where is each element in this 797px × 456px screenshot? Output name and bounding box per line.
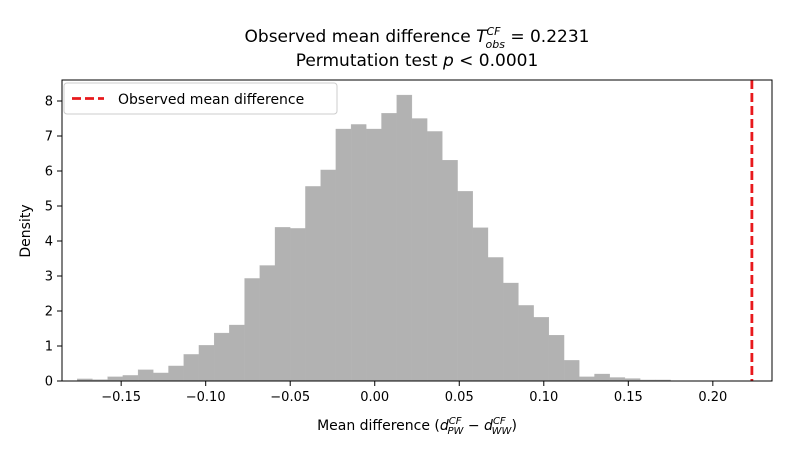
y-tick-label: 5 <box>45 200 53 215</box>
histogram-bar <box>274 227 291 382</box>
histogram-bar <box>107 376 124 382</box>
y-axis-label: Density <box>18 204 34 257</box>
histogram-bar <box>548 334 565 382</box>
y-tick-label: 2 <box>45 305 53 320</box>
histogram-bar <box>137 369 154 382</box>
histogram-bar <box>426 131 443 382</box>
histogram-bar <box>305 186 321 382</box>
histogram-bar <box>213 332 230 382</box>
chart-subtitle: Permutation test p < 0.0001 <box>296 51 539 71</box>
x-tick-label: 0.10 <box>529 390 558 405</box>
histogram-bar <box>183 354 200 382</box>
histogram-bar <box>563 360 580 382</box>
histogram-bar <box>350 124 367 382</box>
histogram-bar <box>457 191 473 382</box>
plot-area: −0.15 −0.10 −0.05 0.00 0.05 0.10 0.15 0.20 0 1 2 3 4… <box>45 79 773 405</box>
histogram-bar <box>320 169 337 382</box>
histogram-bar <box>366 128 382 382</box>
y-tick-label: 1 <box>45 340 53 355</box>
y-tick-label: 7 <box>45 130 53 145</box>
histogram-bar <box>442 159 458 382</box>
histogram-bar <box>396 94 413 382</box>
histogram-bar <box>579 376 595 382</box>
x-tick-label: 0.00 <box>360 390 389 405</box>
legend-label: Observed mean difference <box>118 92 304 108</box>
x-tick-label: −0.10 <box>186 390 226 405</box>
histogram-bar <box>609 377 626 382</box>
histogram-bar <box>503 282 519 382</box>
histogram-bar <box>153 372 169 382</box>
y-tick-label: 4 <box>45 235 53 250</box>
histogram-bar <box>198 345 215 382</box>
histogram-bar <box>472 227 489 382</box>
x-tick-label: −0.15 <box>101 390 141 405</box>
histogram-bar <box>335 128 352 382</box>
x-tick-label: −0.05 <box>270 390 310 405</box>
y-tick-label: 3 <box>45 270 53 285</box>
histogram-bar <box>594 373 610 382</box>
x-axis-label: Mean difference (dCF PW − dCF WW) <box>317 416 517 437</box>
y-tick-label: 0 <box>45 375 53 390</box>
histogram-bar <box>229 324 245 382</box>
histogram-bar <box>259 265 276 382</box>
histogram-bar <box>290 228 306 382</box>
histogram-bar <box>122 375 139 382</box>
histogram-bar <box>487 257 504 382</box>
histogram-bar <box>381 113 397 382</box>
legend: Observed mean difference <box>63 82 338 115</box>
chart-title: Observed mean difference TCF obs = 0.2231 <box>245 25 590 51</box>
x-tick-label: 0.20 <box>698 390 727 405</box>
x-tick-label: 0.15 <box>614 390 643 405</box>
x-tick-label: 0.05 <box>445 390 474 405</box>
legend-box <box>63 82 338 115</box>
axes-frame <box>61 79 773 382</box>
y-tick-label: 6 <box>45 165 53 180</box>
histogram-bar <box>411 118 428 382</box>
histogram-bar <box>518 305 534 382</box>
y-tick-label: 8 <box>45 95 53 110</box>
histogram-bar <box>168 365 184 382</box>
histogram-bar <box>533 317 550 382</box>
histogram-bar <box>244 278 260 382</box>
